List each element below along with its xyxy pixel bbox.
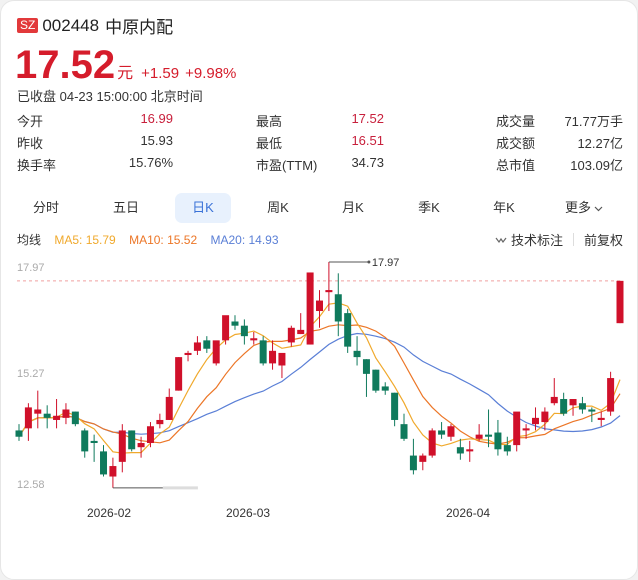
tab-4[interactable]: 月K [328, 193, 378, 223]
ma-legend: 均线 MA5: 15.79 MA10: 15.52 MA20: 14.93 [17, 231, 289, 248]
chart-tools: 技术标注 前复权 [495, 230, 623, 249]
stat-label: 市盈(TTM) [256, 158, 318, 173]
stat-value: 16.51 [351, 133, 384, 148]
chevron-down-icon [591, 200, 603, 215]
stat-value: 17.52 [351, 111, 384, 126]
stat-value: 15.93 [140, 133, 173, 148]
tab-6[interactable]: 年K [479, 193, 529, 223]
stock-code: 002448 [42, 15, 100, 35]
tab-label: 五日 [112, 200, 139, 215]
ma5-value: MA5: 15.79 [54, 233, 116, 247]
current-price: 17.52 [15, 43, 116, 87]
tab-7[interactable]: 更多 [559, 193, 609, 223]
exchange-badge: SZ [17, 18, 39, 33]
adjust-button[interactable]: 前复权 [583, 233, 623, 248]
max-marker-label: 17.97 [372, 257, 400, 269]
tech-annotation-button[interactable]: 技术标注 [495, 230, 563, 249]
tech-annotation-label: 技术标注 [510, 233, 563, 248]
stat-label: 最高 [256, 114, 283, 129]
stat-value: 71.77万手 [564, 114, 623, 129]
market-status: 已收盘 04-23 15:00:00 北京时间 [17, 89, 203, 104]
x-tick-mar: 2026-03 [226, 506, 271, 520]
tab-label: 年K [493, 200, 515, 215]
tab-0[interactable]: 分时 [21, 193, 71, 223]
tab-5[interactable]: 季K [404, 193, 454, 223]
period-tabs: 分时 五日 日K 周K 月K 季K 年K 更多 [1, 193, 638, 223]
stat-label: 昨收 [17, 136, 44, 151]
tools-divider [572, 233, 574, 246]
x-tick-feb: 2026-02 [87, 506, 132, 520]
tab-label: 更多 [564, 200, 591, 215]
stock-header: SZ 002448 中原内配 [17, 13, 173, 38]
price-change-pct: +9.98% [185, 65, 237, 82]
stat-label: 总市值 [496, 158, 536, 173]
stat-label: 换手率 [17, 158, 57, 173]
y-tick-bottom: 12.58 [17, 479, 45, 491]
kline-chart[interactable]: 17.97 [1, 1, 638, 501]
stock-name: 中原内配 [105, 18, 174, 37]
tab-label: 季K [418, 200, 440, 215]
wave-icon [495, 237, 507, 243]
stat-label: 最低 [256, 136, 283, 151]
stat-label: 今开 [17, 114, 44, 129]
price-unit: 元 [117, 65, 134, 82]
tab-label: 分时 [32, 200, 59, 215]
price-row: 17.52 元 +1.59 +9.98% [15, 43, 236, 88]
ma20-value: MA20: 14.93 [210, 233, 279, 247]
y-tick-mid: 15.27 [17, 368, 45, 380]
x-tick-apr: 2026-04 [446, 506, 491, 520]
stat-value: 12.27亿 [577, 136, 623, 151]
stat-value: 103.09亿 [570, 158, 623, 173]
stat-label: 成交额 [496, 136, 536, 151]
stat-label: 成交量 [496, 114, 536, 129]
stat-value: 16.99 [140, 111, 173, 126]
tab-label: 日K [192, 200, 214, 215]
tab-label: 月K [342, 200, 364, 215]
y-tick-top: 17.97 [17, 262, 45, 274]
ma10-value: MA10: 15.52 [129, 233, 198, 247]
stat-value: 34.73 [351, 155, 384, 170]
ma-legend-label: 均线 [17, 233, 42, 247]
tab-label: 周K [267, 200, 289, 215]
stat-value: 15.76% [128, 155, 173, 170]
tab-3[interactable]: 周K [253, 193, 303, 223]
tab-2[interactable]: 日K [175, 193, 231, 223]
price-change: +1.59 [141, 65, 180, 82]
tab-1[interactable]: 五日 [101, 193, 151, 223]
